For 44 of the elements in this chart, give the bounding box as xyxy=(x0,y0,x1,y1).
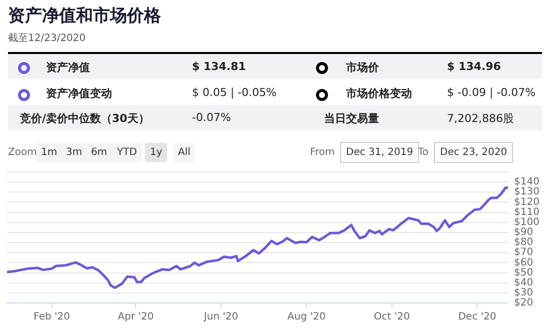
x-tick-label: Jun '20 xyxy=(202,312,238,323)
text: 资产净值 xyxy=(46,60,90,75)
y-tick-label: $30 xyxy=(514,288,534,299)
text: 1m xyxy=(36,143,62,162)
x-tick-label: Oct '20 xyxy=(374,312,410,323)
chart-subtitle: 截至12/23/2020 xyxy=(8,32,86,45)
y-tick-label: $130 xyxy=(514,186,540,198)
text: $ -0.09 | -0.07% xyxy=(447,86,536,99)
text: 市场价 xyxy=(346,60,379,75)
y-tick-label: $60 xyxy=(514,257,534,268)
text: Dec 31, 2019 xyxy=(340,142,420,163)
text: 1y xyxy=(145,143,168,162)
text: 7,202,886股 xyxy=(447,111,514,126)
text: 市场价格变动 xyxy=(346,86,412,101)
text: 当日交易量 xyxy=(324,111,379,126)
text: 3m xyxy=(61,143,88,162)
text: 6m xyxy=(86,143,112,162)
text: $ 134.81 xyxy=(192,60,246,73)
text: From xyxy=(310,146,335,160)
x-tick-label: Feb '20 xyxy=(34,312,70,323)
y-tick-label: $80 xyxy=(514,237,534,248)
y-tick-label: $110 xyxy=(514,206,540,218)
y-tick-label: $100 xyxy=(514,216,540,228)
y-tick-label: $50 xyxy=(514,267,534,278)
text: Dec 23, 2020 xyxy=(434,142,514,163)
text: 资产净值变动 xyxy=(46,86,112,101)
y-tick-label: $90 xyxy=(514,227,534,238)
x-tick-label: Aug '20 xyxy=(287,312,326,323)
y-tick-label: $140 xyxy=(514,176,540,188)
x-tick-label: Apr '20 xyxy=(118,312,154,323)
y-tick-label: $120 xyxy=(514,196,540,208)
text: $ 0.05 | -0.05% xyxy=(192,86,277,99)
text: YTD xyxy=(112,143,142,162)
x-tick-label: Dec '20 xyxy=(458,312,496,323)
text: 竞价/卖价中位数（30天） xyxy=(20,111,150,126)
text: To xyxy=(418,146,429,160)
text: $ 134.96 xyxy=(447,60,501,73)
chart-title: 资产净值和市场价格 xyxy=(8,5,161,27)
y-tick-label: $70 xyxy=(514,247,534,258)
text: Zoom xyxy=(8,146,37,160)
y-tick-label: $40 xyxy=(514,277,534,288)
text: All xyxy=(173,143,196,162)
y-tick-label: $20 xyxy=(514,298,534,309)
text: -0.07% xyxy=(192,111,231,124)
